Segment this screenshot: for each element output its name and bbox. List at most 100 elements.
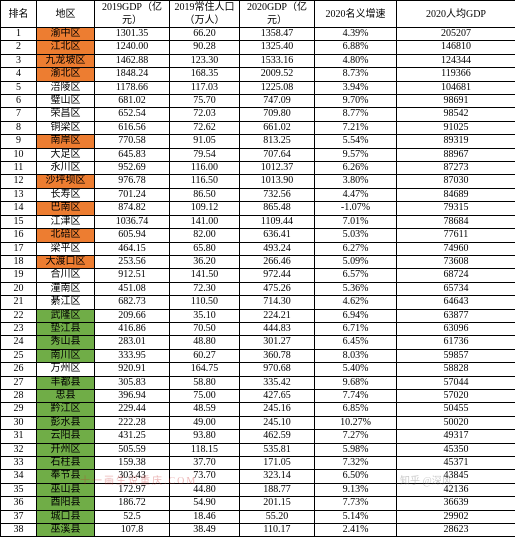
cell-growth: 4.47% — [315, 188, 397, 201]
cell-gdp20: 171.05 — [240, 457, 315, 470]
cell-gdp19: 172.97 — [95, 483, 170, 496]
table-row: 36酉阳县186.7254.90201.157.73%36639 — [1, 497, 515, 510]
cell-growth: 2.41% — [315, 524, 397, 537]
cell-rank: 18 — [1, 255, 37, 268]
cell-growth: 8.77% — [315, 108, 397, 121]
cell-pcgdp: 57044 — [397, 376, 515, 389]
table-row: 8铜梁区616.5672.62661.027.21%91025 — [1, 121, 515, 134]
cell-gdp19: 431.25 — [95, 430, 170, 443]
col-header-pop19: 2019常住人口（万人） — [170, 1, 240, 28]
cell-rank: 37 — [1, 510, 37, 523]
cell-region: 彭水县 — [37, 416, 95, 429]
cell-rank: 35 — [1, 483, 37, 496]
cell-growth: 9.68% — [315, 376, 397, 389]
cell-pop19: 44.80 — [170, 483, 240, 496]
cell-pop19: 109.12 — [170, 202, 240, 215]
cell-rank: 34 — [1, 470, 37, 483]
cell-region: 江津区 — [37, 215, 95, 228]
cell-rank: 20 — [1, 282, 37, 295]
cell-gdp20: 245.10 — [240, 416, 315, 429]
cell-pop19: 90.28 — [170, 41, 240, 54]
cell-pcgdp: 45371 — [397, 457, 515, 470]
table-row: 21綦江区682.73110.50714.304.62%64643 — [1, 296, 515, 309]
cell-gdp20: 636.41 — [240, 229, 315, 242]
cell-gdp20: 427.65 — [240, 389, 315, 402]
cell-pop19: 168.35 — [170, 68, 240, 81]
cell-pcgdp: 77611 — [397, 229, 515, 242]
cell-pop19: 18.46 — [170, 510, 240, 523]
cell-pop19: 79.54 — [170, 148, 240, 161]
cell-pop19: 116.50 — [170, 175, 240, 188]
cell-gdp19: 1301.35 — [95, 28, 170, 41]
cell-growth: 6.94% — [315, 309, 397, 322]
cell-pop19: 66.20 — [170, 28, 240, 41]
cell-gdp19: 874.82 — [95, 202, 170, 215]
cell-pcgdp: 63877 — [397, 309, 515, 322]
cell-region: 武隆区 — [37, 309, 95, 322]
cell-gdp20: 1012.37 — [240, 162, 315, 175]
cell-gdp19: 952.69 — [95, 162, 170, 175]
cell-gdp19: 222.28 — [95, 416, 170, 429]
cell-growth: 7.74% — [315, 389, 397, 402]
cell-pcgdp: 87030 — [397, 175, 515, 188]
cell-region: 渝中区 — [37, 28, 95, 41]
cell-gdp19: 920.91 — [95, 363, 170, 376]
cell-rank: 22 — [1, 309, 37, 322]
cell-region: 涪陵区 — [37, 81, 95, 94]
cell-rank: 36 — [1, 497, 37, 510]
cell-rank: 29 — [1, 403, 37, 416]
cell-growth: 6.71% — [315, 322, 397, 335]
cell-rank: 2 — [1, 41, 37, 54]
cell-pop19: 117.03 — [170, 81, 240, 94]
cell-region: 九龙坡区 — [37, 54, 95, 67]
table-row: 30彭水县222.2849.00245.1010.27%50020 — [1, 416, 515, 429]
cell-pop19: 58.80 — [170, 376, 240, 389]
table-row: 12沙坪坝区976.78116.501013.903.80%87030 — [1, 175, 515, 188]
col-header-rank: 排名 — [1, 1, 37, 28]
cell-pcgdp: 74960 — [397, 242, 515, 255]
cell-rank: 32 — [1, 443, 37, 456]
cell-gdp20: 224.21 — [240, 309, 315, 322]
cell-gdp20: 335.42 — [240, 376, 315, 389]
cell-region: 长寿区 — [37, 188, 95, 201]
cell-gdp19: 303.43 — [95, 470, 170, 483]
cell-gdp19: 1178.66 — [95, 81, 170, 94]
cell-gdp19: 1462.88 — [95, 54, 170, 67]
cell-rank: 10 — [1, 148, 37, 161]
cell-rank: 26 — [1, 363, 37, 376]
cell-growth: 5.14% — [315, 510, 397, 523]
cell-region: 永川区 — [37, 162, 95, 175]
cell-gdp20: 1325.40 — [240, 41, 315, 54]
cell-gdp20: 661.02 — [240, 121, 315, 134]
cell-pcgdp: 119366 — [397, 68, 515, 81]
cell-region: 綦江区 — [37, 296, 95, 309]
cell-pop19: 164.75 — [170, 363, 240, 376]
cell-pcgdp: 146810 — [397, 41, 515, 54]
cell-pcgdp: 79315 — [397, 202, 515, 215]
cell-rank: 19 — [1, 269, 37, 282]
cell-gdp20: 2009.52 — [240, 68, 315, 81]
cell-region: 城口县 — [37, 510, 95, 523]
table-row: 22武隆区209.6635.10224.216.94%63877 — [1, 309, 515, 322]
cell-gdp19: 396.94 — [95, 389, 170, 402]
cell-pop19: 54.90 — [170, 497, 240, 510]
cell-pcgdp: 78684 — [397, 215, 515, 228]
cell-growth: 4.39% — [315, 28, 397, 41]
cell-pcgdp: 49317 — [397, 430, 515, 443]
table-header-row: 排名 地区 2019GDP（亿元） 2019常住人口（万人） 2020GDP（亿… — [1, 1, 515, 28]
table-row: 37城口县52.518.4655.205.14%29902 — [1, 510, 515, 523]
cell-pcgdp: 73608 — [397, 255, 515, 268]
cell-growth: 5.54% — [315, 135, 397, 148]
cell-rank: 38 — [1, 524, 37, 537]
cell-rank: 8 — [1, 121, 37, 134]
cell-pcgdp: 58828 — [397, 363, 515, 376]
table-row: 15江津区1036.74141.001109.447.01%78684 — [1, 215, 515, 228]
cell-growth: 10.27% — [315, 416, 397, 429]
cell-pcgdp: 64643 — [397, 296, 515, 309]
cell-pop19: 72.30 — [170, 282, 240, 295]
table-row: 17梁平区464.1565.80493.246.27%74960 — [1, 242, 515, 255]
cell-pcgdp: 91025 — [397, 121, 515, 134]
cell-rank: 13 — [1, 188, 37, 201]
cell-rank: 7 — [1, 108, 37, 121]
cell-gdp20: 1109.44 — [240, 215, 315, 228]
